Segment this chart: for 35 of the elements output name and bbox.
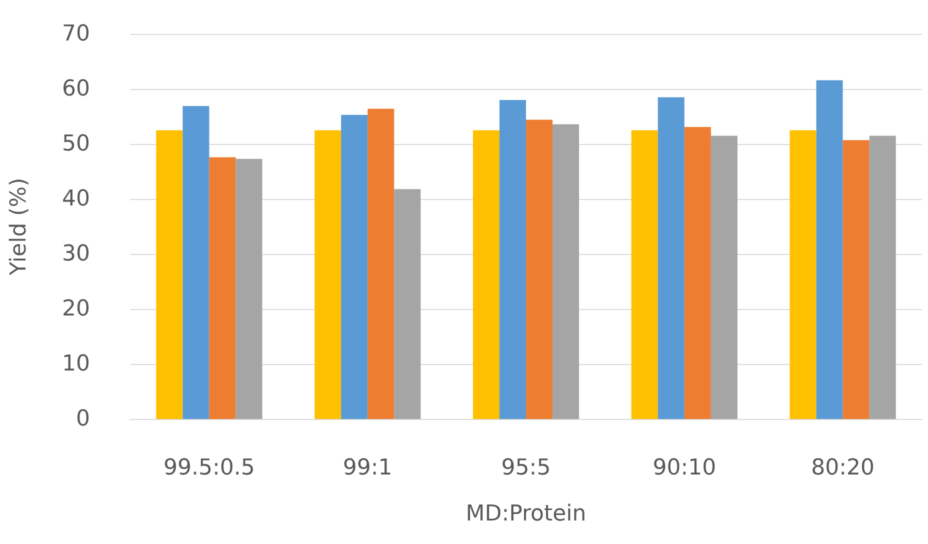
bar bbox=[499, 100, 526, 419]
bar bbox=[816, 80, 843, 419]
bar bbox=[869, 136, 896, 419]
y-tick-label: 40 bbox=[62, 186, 90, 212]
y-tick-label: 50 bbox=[62, 132, 90, 156]
bar bbox=[472, 130, 500, 419]
x-tick-label: 99.5:0.5 bbox=[164, 456, 255, 480]
x-tick-label: 90:10 bbox=[652, 456, 716, 480]
y-tick-label: 70 bbox=[62, 22, 90, 46]
y-axis-title: Yield (%) bbox=[6, 178, 32, 276]
bar bbox=[526, 120, 553, 419]
bar bbox=[552, 124, 580, 419]
bar bbox=[182, 106, 210, 419]
bar bbox=[631, 130, 658, 419]
x-axis-title: MD:Protein bbox=[466, 502, 586, 526]
bar bbox=[368, 108, 394, 419]
bar bbox=[236, 158, 262, 419]
y-tick-label: 60 bbox=[62, 76, 90, 102]
bar bbox=[842, 140, 870, 419]
bar bbox=[209, 157, 236, 419]
bar bbox=[790, 130, 816, 419]
bar bbox=[394, 189, 421, 419]
x-tick-label: 80:20 bbox=[811, 456, 875, 480]
bar bbox=[710, 136, 738, 419]
y-tick-label: 30 bbox=[62, 242, 90, 266]
bar bbox=[658, 97, 684, 419]
bar bbox=[156, 130, 183, 419]
y-tick-label: 10 bbox=[62, 352, 90, 376]
x-tick-label: 95:5 bbox=[501, 456, 551, 480]
bar bbox=[314, 130, 342, 419]
y-tick-label: 20 bbox=[62, 296, 90, 322]
y-tick-label: 0 bbox=[76, 406, 90, 432]
x-tick-label: 99:1 bbox=[342, 456, 392, 480]
bar bbox=[341, 114, 368, 419]
bar bbox=[684, 126, 711, 419]
